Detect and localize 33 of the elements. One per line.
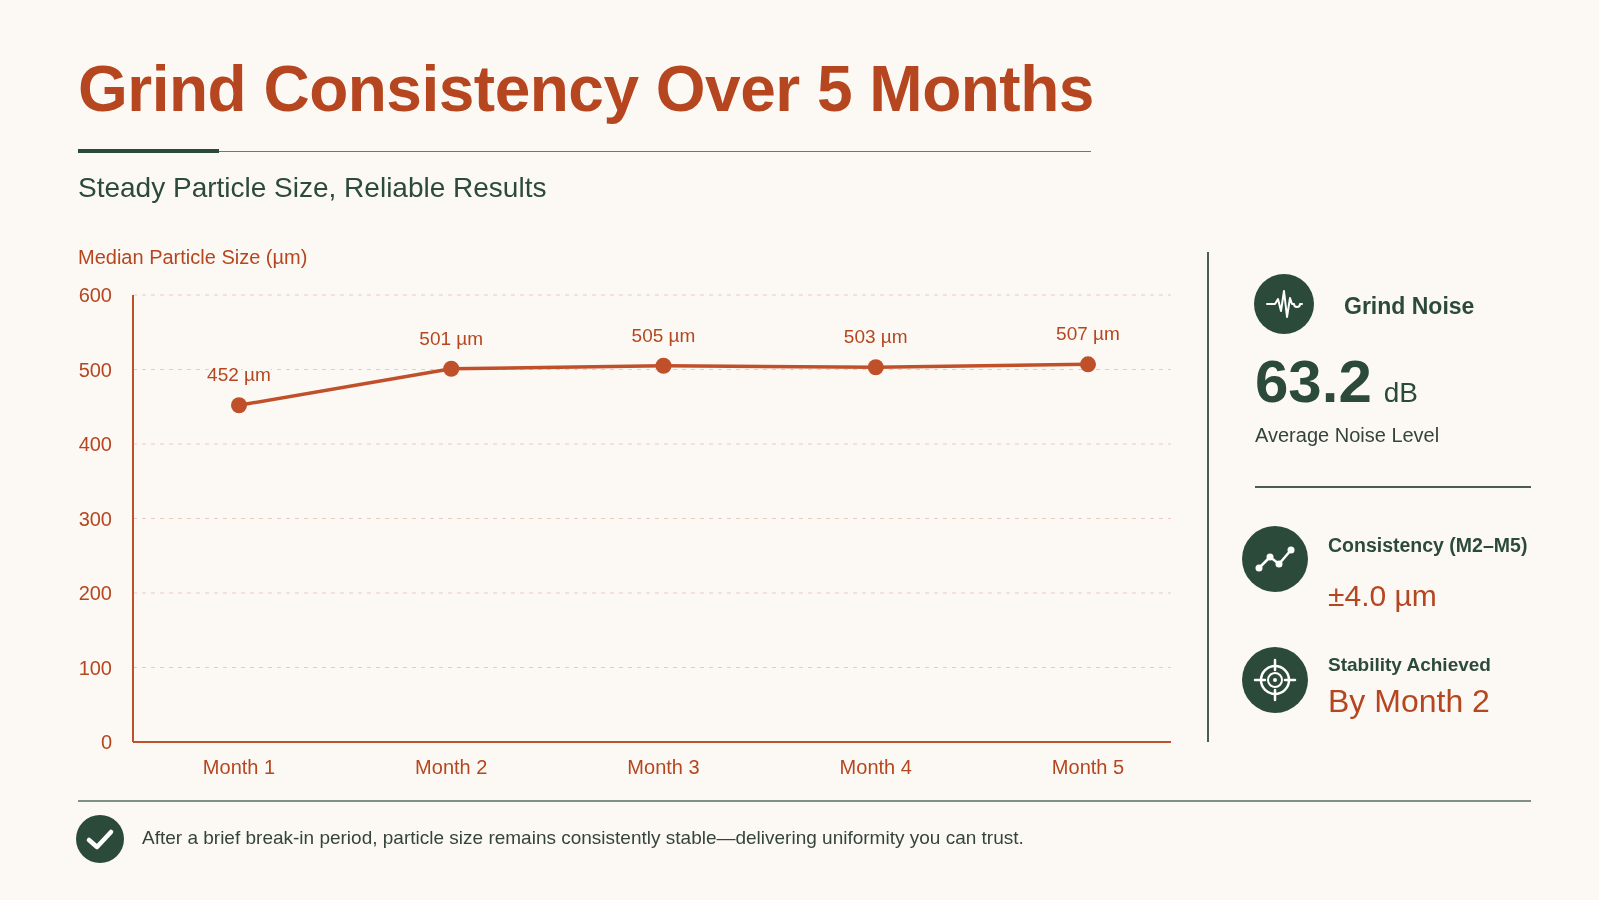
chart-subtitle: Steady Particle Size, Reliable Results [78,172,547,204]
data-label: 505 µm [631,324,696,346]
text: After a brief break-in period, particle size remains consistently stable—delivering uniformity you can trust. [142,827,1024,849]
point [1080,356,1096,373]
x-tick-label: Month 2 [415,756,488,779]
y-tick-label: 100 [78,656,112,679]
text: 63.2 dB [1255,348,1419,415]
y-tick-label: 300 [78,507,112,530]
x-tick-label: Month 3 [627,756,700,779]
text: By Month 2 [1328,683,1490,719]
text: Grind Noise [1344,292,1475,319]
x-tick-label: Month 5 [1051,756,1125,779]
y-tick-label: 400 [78,433,112,456]
text: Consistency (M2–M5) [1328,534,1528,557]
point [655,357,672,374]
point [867,359,884,376]
y-axis-title: Median Particle Size (µm) [78,246,308,269]
data-label: 507 µm [1056,323,1120,345]
x-tick-label: Month 4 [839,756,912,779]
y-tick-label: 500 [78,358,112,381]
text: Stability Achieved [1328,653,1491,675]
x-tick-label: Month 1 [202,756,276,779]
text: Average Noise Level [1255,424,1440,446]
data-label: 501 µm [419,327,484,349]
y-tick-label: 0 [100,731,112,754]
point [231,397,247,414]
y-tick-label: 600 [78,284,112,307]
y-tick-label: 200 [78,582,112,605]
data-label: 452 µm [207,364,271,386]
data-label: 503 µm [843,326,908,348]
chart-title: Grind Consistency Over 5 Months [78,52,1094,126]
text: ±4.0 µm [1328,579,1437,612]
point [443,360,460,377]
